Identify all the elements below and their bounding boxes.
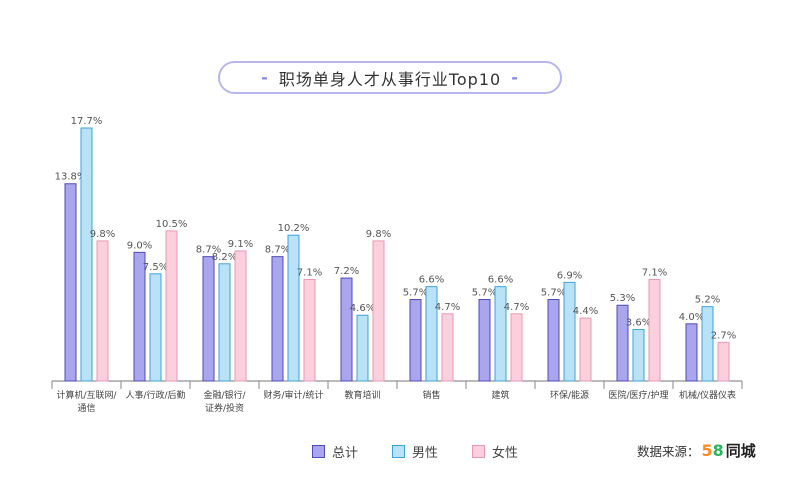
bar-total (685, 323, 698, 382)
x-tick-label: 教育培训 (344, 389, 380, 401)
data-label-total: 7.2% (334, 266, 359, 277)
data-label-total: 8.7% (265, 245, 290, 256)
bar-total (133, 251, 146, 382)
source-label: 数据来源： (637, 444, 700, 459)
bar-female (441, 313, 454, 382)
x-tick-label: 财务/审计/统计 (263, 389, 323, 401)
bar-male (701, 306, 714, 382)
bar-female (579, 317, 592, 382)
x-tick-label: 金融/银行/ (203, 389, 246, 401)
data-label-female: 9.8% (366, 229, 391, 240)
data-label-male: 8.2% (212, 252, 237, 263)
logo-58-text: 同城 (725, 442, 756, 460)
data-label-female: 4.7% (504, 302, 529, 313)
chart-title: - 职场单身人才从事行业Top10 - (218, 61, 562, 94)
data-label-total: 5.7% (403, 288, 428, 299)
bar-total (202, 256, 215, 382)
bar-total (409, 299, 422, 382)
data-label-male: 4.6% (350, 303, 375, 314)
legend-swatch-total (312, 445, 325, 458)
bar-female (372, 240, 385, 382)
x-tick-label: 医院/医疗/护理 (608, 389, 668, 401)
bar-female (165, 230, 178, 382)
data-label-total: 4.0% (679, 312, 704, 323)
bar-female (303, 279, 316, 382)
legend: 总计 男性 女性 (312, 442, 552, 461)
data-label-female: 4.4% (573, 306, 598, 317)
legend-item-female: 女性 (472, 442, 518, 461)
bar-total (64, 183, 77, 382)
data-label-total: 9.0% (127, 240, 152, 251)
bar-male (563, 281, 576, 382)
data-label-female: 9.8% (90, 229, 115, 240)
legend-item-total: 总计 (312, 442, 358, 461)
data-label-female: 7.1% (642, 268, 667, 279)
data-label-female: 2.7% (711, 330, 736, 341)
data-label-male: 3.6% (626, 318, 651, 329)
bar-total (271, 256, 284, 382)
bar-total (340, 277, 353, 382)
data-label-male: 6.6% (488, 275, 513, 286)
x-tick-label: 人事/行政/后勤 (125, 389, 185, 401)
data-label-male: 17.7% (71, 116, 103, 127)
data-label-male: 6.9% (557, 270, 582, 281)
chart-title-text: 职场单身人才从事行业Top10 (278, 69, 502, 89)
bar-male (80, 127, 93, 382)
bar-male (356, 314, 369, 382)
logo-58-number: 58 (701, 441, 724, 460)
data-label-total: 5.3% (610, 293, 635, 304)
bar-female (234, 250, 247, 382)
legend-label-male: 男性 (412, 446, 439, 461)
data-label-total: 5.7% (541, 288, 566, 299)
x-tick-label: 机械/仪器仪表 (679, 389, 736, 401)
legend-swatch-female (472, 445, 486, 458)
x-tick-label: 销售 (422, 389, 440, 401)
legend-label-total: 总计 (332, 446, 359, 461)
title-dash-left: - (261, 68, 269, 87)
bar-female (717, 341, 730, 382)
legend-label-female: 女性 (492, 446, 519, 461)
bar-male (494, 286, 507, 382)
bar-male (425, 286, 438, 382)
x-tick-label: 通信 (77, 402, 95, 414)
data-label-total: 13.8% (55, 172, 87, 183)
bar-male (218, 263, 231, 382)
data-label-total: 5.7% (472, 288, 497, 299)
data-label-female: 10.5% (156, 219, 188, 230)
data-label-male: 10.2% (278, 223, 310, 234)
x-tick-label: 环保/能源 (550, 389, 589, 401)
legend-item-male: 男性 (392, 442, 438, 461)
data-label-male: 6.6% (419, 275, 444, 286)
data-label-female: 9.1% (228, 239, 253, 250)
bar-total (478, 299, 491, 382)
bar-total (547, 299, 560, 382)
legend-swatch-male (392, 445, 406, 458)
bar-male (149, 273, 162, 382)
data-source: 数据来源： 58 同城 (637, 440, 756, 461)
data-label-male: 7.5% (143, 262, 168, 273)
data-label-male: 5.2% (695, 295, 720, 306)
data-label-female: 7.1% (297, 268, 322, 279)
bar-female (96, 240, 109, 382)
x-tick-label: 证券/投资 (205, 402, 244, 414)
title-dash-right: - (511, 68, 519, 87)
bar-female (510, 313, 523, 382)
x-tick-label: 计算机/互联网/ (56, 389, 117, 401)
bar-female (648, 279, 661, 382)
bar-total (616, 304, 629, 382)
bar-male (632, 329, 645, 382)
bar-male (287, 234, 300, 382)
x-tick-label: 建筑 (491, 389, 509, 401)
data-label-female: 4.7% (435, 302, 460, 313)
data-label-total: 8.7% (196, 245, 221, 256)
